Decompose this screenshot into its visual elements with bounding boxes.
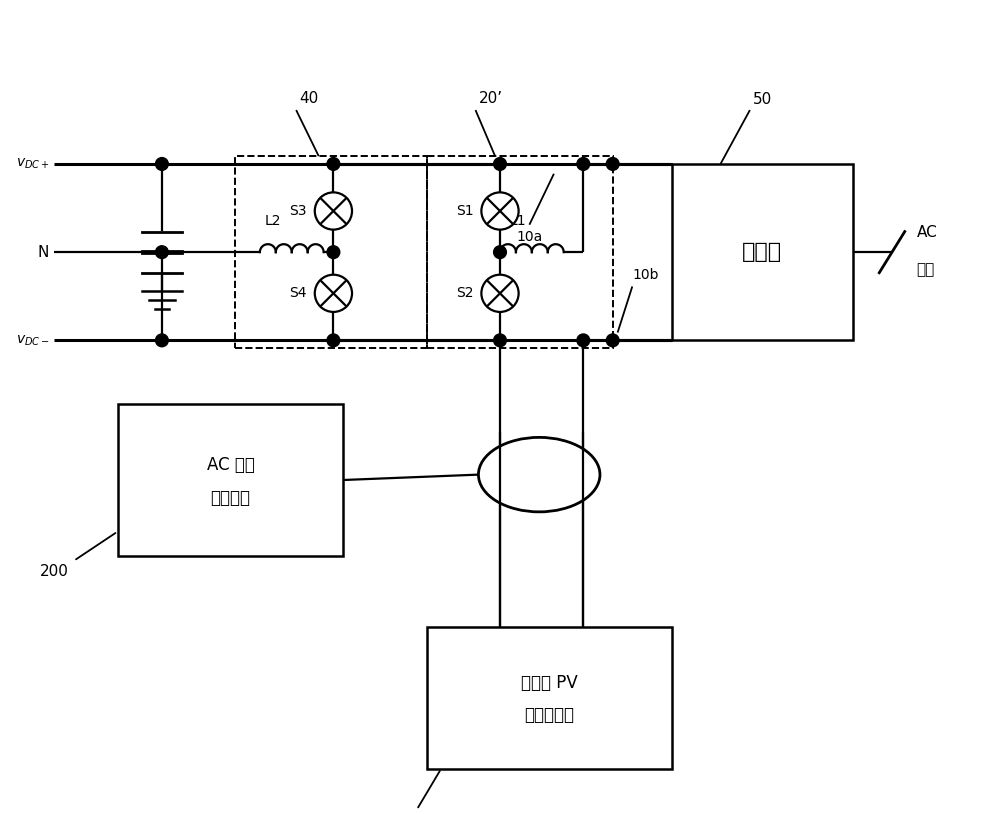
Circle shape: [315, 192, 352, 230]
Bar: [427, 627, 672, 768]
Text: 逆变器: 逆变器: [742, 242, 782, 262]
Circle shape: [481, 192, 519, 230]
Circle shape: [156, 158, 168, 170]
Circle shape: [606, 158, 619, 170]
Text: $v_{DC+}$: $v_{DC+}$: [16, 157, 49, 171]
Text: 输出: 输出: [916, 262, 935, 277]
Text: 10a: 10a: [516, 230, 543, 243]
Circle shape: [327, 246, 340, 259]
Circle shape: [494, 158, 506, 170]
Bar: [672, 164, 853, 340]
Text: S4: S4: [289, 287, 307, 300]
Circle shape: [494, 246, 506, 259]
Text: S2: S2: [456, 287, 474, 300]
Text: 电池单体串: 电池单体串: [524, 707, 574, 724]
Circle shape: [577, 158, 590, 170]
Bar: [427, 156, 613, 348]
Text: AC 故障: AC 故障: [207, 457, 254, 475]
Text: 50: 50: [753, 92, 772, 107]
Text: S1: S1: [456, 204, 474, 218]
Circle shape: [481, 274, 519, 312]
Circle shape: [327, 158, 340, 170]
Text: $v_{DC-}$: $v_{DC-}$: [16, 333, 49, 348]
Text: 检测电路: 检测电路: [211, 488, 251, 506]
Circle shape: [606, 334, 619, 347]
Circle shape: [315, 274, 352, 312]
Circle shape: [577, 334, 590, 347]
Text: 40: 40: [299, 91, 318, 106]
Circle shape: [156, 246, 168, 259]
Text: 20’: 20’: [478, 91, 503, 106]
Text: N: N: [38, 245, 49, 260]
Ellipse shape: [478, 437, 600, 512]
Text: 10b: 10b: [632, 268, 659, 282]
Text: L2: L2: [265, 213, 281, 228]
Text: 电池或 PV: 电池或 PV: [521, 674, 577, 692]
Text: AC: AC: [916, 225, 937, 240]
Text: 200: 200: [40, 564, 69, 579]
Text: L1: L1: [510, 213, 526, 228]
Circle shape: [327, 334, 340, 347]
Circle shape: [156, 334, 168, 347]
Bar: [118, 404, 343, 556]
Text: S3: S3: [289, 204, 307, 218]
Bar: [235, 156, 427, 348]
Circle shape: [494, 334, 506, 347]
